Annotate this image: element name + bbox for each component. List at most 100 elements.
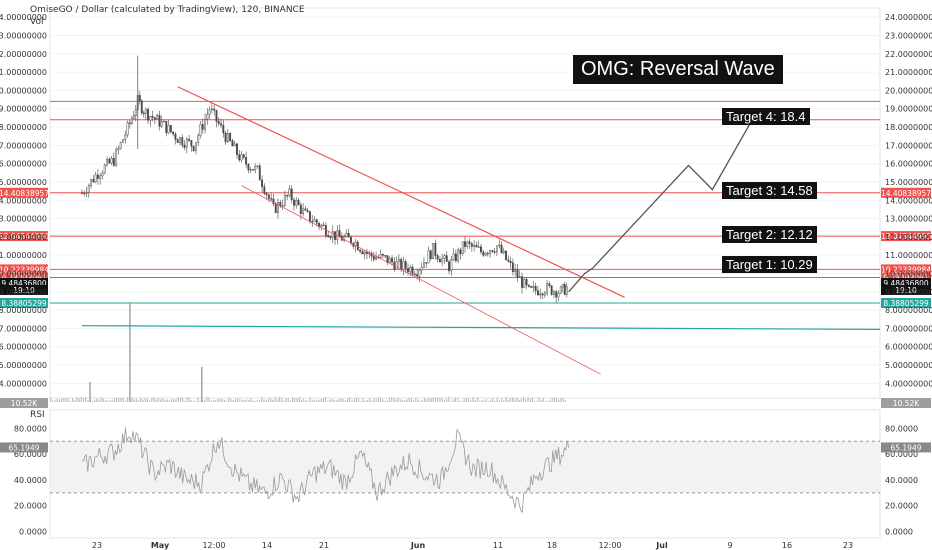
volume-bar (424, 397, 426, 402)
candle-body (90, 179, 92, 186)
volume-bar (397, 397, 399, 402)
candle-body (400, 258, 403, 270)
y-tick-label-right: 21.00000000 (885, 68, 932, 77)
volume-bar (545, 400, 547, 402)
candle-body (514, 269, 517, 272)
volume-bar (263, 399, 265, 402)
rsi-tag-left (0, 442, 48, 453)
candle-body (179, 137, 181, 143)
candle-body (313, 219, 316, 222)
volume-bar (212, 399, 214, 402)
candle-body (366, 251, 368, 254)
volume-bar (274, 397, 276, 402)
volume-bar (61, 397, 63, 402)
candle-body (308, 211, 311, 222)
volume-bar (487, 400, 489, 402)
volume-bar (382, 399, 384, 402)
projection-path (568, 119, 753, 293)
candle-body (302, 208, 305, 214)
volume-bar (102, 398, 104, 402)
volume-bar (314, 399, 316, 402)
candle-body (534, 286, 537, 291)
level-tag-right-text: 12.04344990 (881, 232, 931, 241)
volume-bar (474, 400, 476, 402)
y-tick-label-left: 4.00000000 (0, 379, 47, 388)
volume-bar (358, 398, 360, 402)
target-1-label[interactable]: Target 1: 10.29 (722, 256, 817, 273)
candle-body (464, 241, 466, 247)
volume-bar (366, 399, 368, 402)
candle-body (238, 154, 241, 161)
volume-bar (186, 397, 188, 402)
volume-bar (540, 400, 542, 402)
target-2-label[interactable]: Target 2: 12.12 (722, 226, 817, 243)
level-tag-right-text: 14.40838957 (881, 189, 931, 198)
y-tick-label-left: 7.00000000 (0, 324, 47, 333)
y-tick-label-right: 14.00000000 (885, 196, 932, 205)
candle-body (548, 283, 551, 287)
rsi-tag-right (881, 442, 931, 453)
rsi-line (81, 427, 570, 514)
volume-bar (206, 397, 208, 402)
volume-bar (219, 398, 221, 402)
candle-body (489, 250, 492, 254)
price-tag-left-text: 9.48436800 (1, 279, 47, 288)
candle-body (165, 120, 168, 134)
candle-body (215, 110, 218, 122)
volume-bar (527, 397, 529, 402)
rsi-tick-right: 20.0000 (885, 502, 918, 511)
candle-body (80, 192, 83, 194)
y-tick-label-right: 6.00000000 (885, 343, 932, 352)
volume-bar (498, 400, 500, 402)
y-tick-label-right: 15.00000000 (885, 178, 932, 187)
candle-body (265, 193, 268, 196)
candle-body (443, 255, 446, 259)
volume-bar (276, 399, 278, 402)
y-tick-label-right: 20.00000000 (885, 86, 932, 95)
candle-body (277, 202, 279, 213)
candle-body (565, 286, 568, 295)
candle-body (122, 139, 124, 143)
volume-bar (503, 400, 505, 402)
volume-bar (153, 397, 155, 402)
y-tick-label-right: 13.00000000 (885, 215, 932, 224)
price-tag-right (881, 277, 931, 288)
volume-bar (179, 398, 181, 402)
candle-body (495, 245, 498, 253)
title-annotation[interactable]: OMG: Reversal Wave (573, 55, 783, 84)
volume-bar (441, 397, 443, 402)
candle-body (290, 188, 293, 200)
target-4-label[interactable]: Target 4: 18.4 (722, 108, 810, 125)
candle-body (96, 174, 99, 179)
y-tick-label-left: 21.00000000 (0, 68, 47, 77)
volume-bar (373, 398, 375, 402)
volume-bar (228, 397, 230, 402)
candle-body (518, 276, 521, 278)
volume-bar (230, 399, 232, 402)
candle-body (103, 164, 106, 174)
candle-body (194, 142, 197, 151)
volume-bar (254, 400, 256, 402)
candle-body (427, 250, 430, 264)
x-tick-label: May (151, 541, 170, 550)
candle-body (425, 262, 428, 264)
candle-body (263, 186, 266, 194)
y-tick-label-right: 9.00000000 (885, 288, 932, 297)
y-tick-label-right: 22.00000000 (885, 50, 932, 59)
target-3-label[interactable]: Target 3: 14.58 (722, 182, 817, 199)
candle-body (484, 253, 487, 256)
candle-body (304, 208, 307, 211)
y-tick-label-left: 9.00000000 (0, 288, 47, 297)
candle-body (550, 285, 553, 295)
volume-bar (347, 398, 349, 402)
candle-body (201, 124, 204, 130)
volume-bar (428, 397, 430, 402)
candle-body (457, 249, 460, 262)
volume-bar (439, 397, 441, 402)
volume-bar (135, 398, 137, 402)
candle-body (327, 235, 330, 238)
level-tag-left-text: 10.22339984 (0, 265, 49, 274)
rsi-tick-left: 40.0000 (14, 476, 47, 485)
volume-bar (496, 397, 498, 402)
candle-body (112, 158, 115, 166)
